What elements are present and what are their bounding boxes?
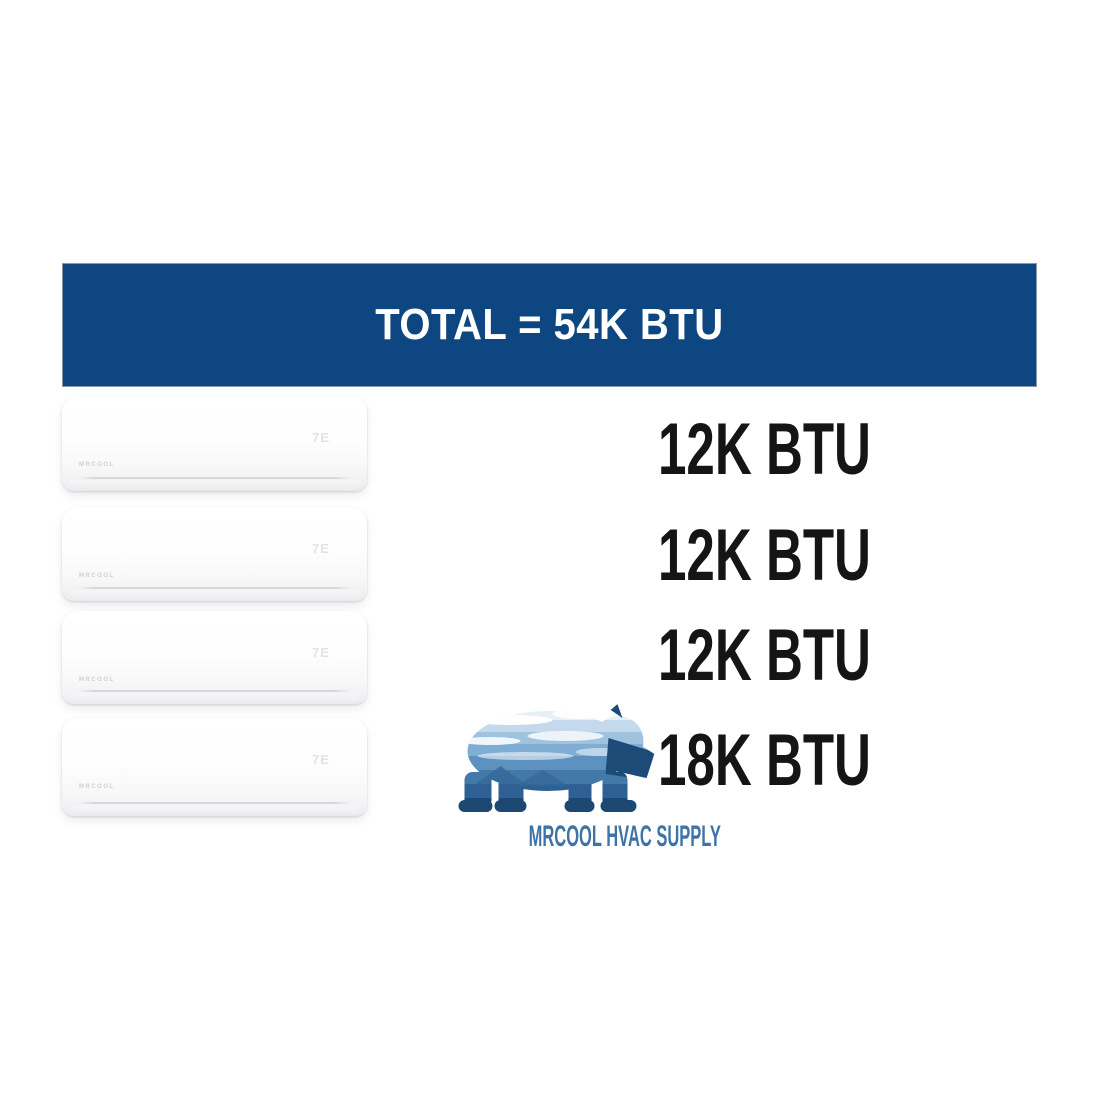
unit-vent-flap	[70, 693, 359, 703]
unit-vent-flap	[70, 480, 359, 490]
ac-indoor-unit-4: 7E MRCOOL	[62, 718, 367, 816]
btu-label-3: 12K BTU	[658, 615, 871, 696]
unit-temp-display: 7E	[312, 645, 330, 660]
unit-temp-display: 7E	[312, 541, 330, 556]
ac-indoor-unit-2: 7E MRCOOL	[62, 507, 367, 601]
unit-vent-flap	[70, 805, 359, 815]
logo-text-wrap: MRCOOL HVAC SUPPLY	[450, 822, 721, 852]
btu-label-4: 18K BTU	[658, 720, 871, 801]
total-banner: TOTAL = 54K BTU	[62, 263, 1037, 387]
unit-brand-mark: MRCOOL	[79, 573, 115, 579]
total-banner-text: TOTAL = 54K BTU	[375, 300, 724, 349]
logo-text: MRCOOL HVAC SUPPLY	[528, 820, 721, 853]
unit-temp-display: 7E	[312, 752, 330, 767]
btu-label-2: 12K BTU	[658, 515, 871, 596]
unit-brand-mark: MRCOOL	[79, 784, 115, 790]
bear-landscape-icon	[458, 704, 655, 812]
unit-vent-line	[78, 690, 351, 692]
ac-indoor-unit-3: 7E MRCOOL	[62, 611, 367, 704]
unit-brand-mark: MRCOOL	[79, 677, 115, 683]
ac-indoor-unit-1: 7E MRCOOL	[62, 396, 367, 491]
unit-vent-flap	[70, 590, 359, 600]
unit-temp-display: 7E	[312, 430, 330, 445]
unit-vent-line	[78, 477, 351, 479]
unit-brand-mark: MRCOOL	[79, 462, 115, 468]
mrcool-logo: MRCOOL HVAC SUPPLY	[450, 694, 721, 852]
btu-label-1: 12K BTU	[658, 409, 871, 490]
unit-vent-line	[78, 587, 351, 589]
unit-vent-line	[78, 802, 351, 804]
